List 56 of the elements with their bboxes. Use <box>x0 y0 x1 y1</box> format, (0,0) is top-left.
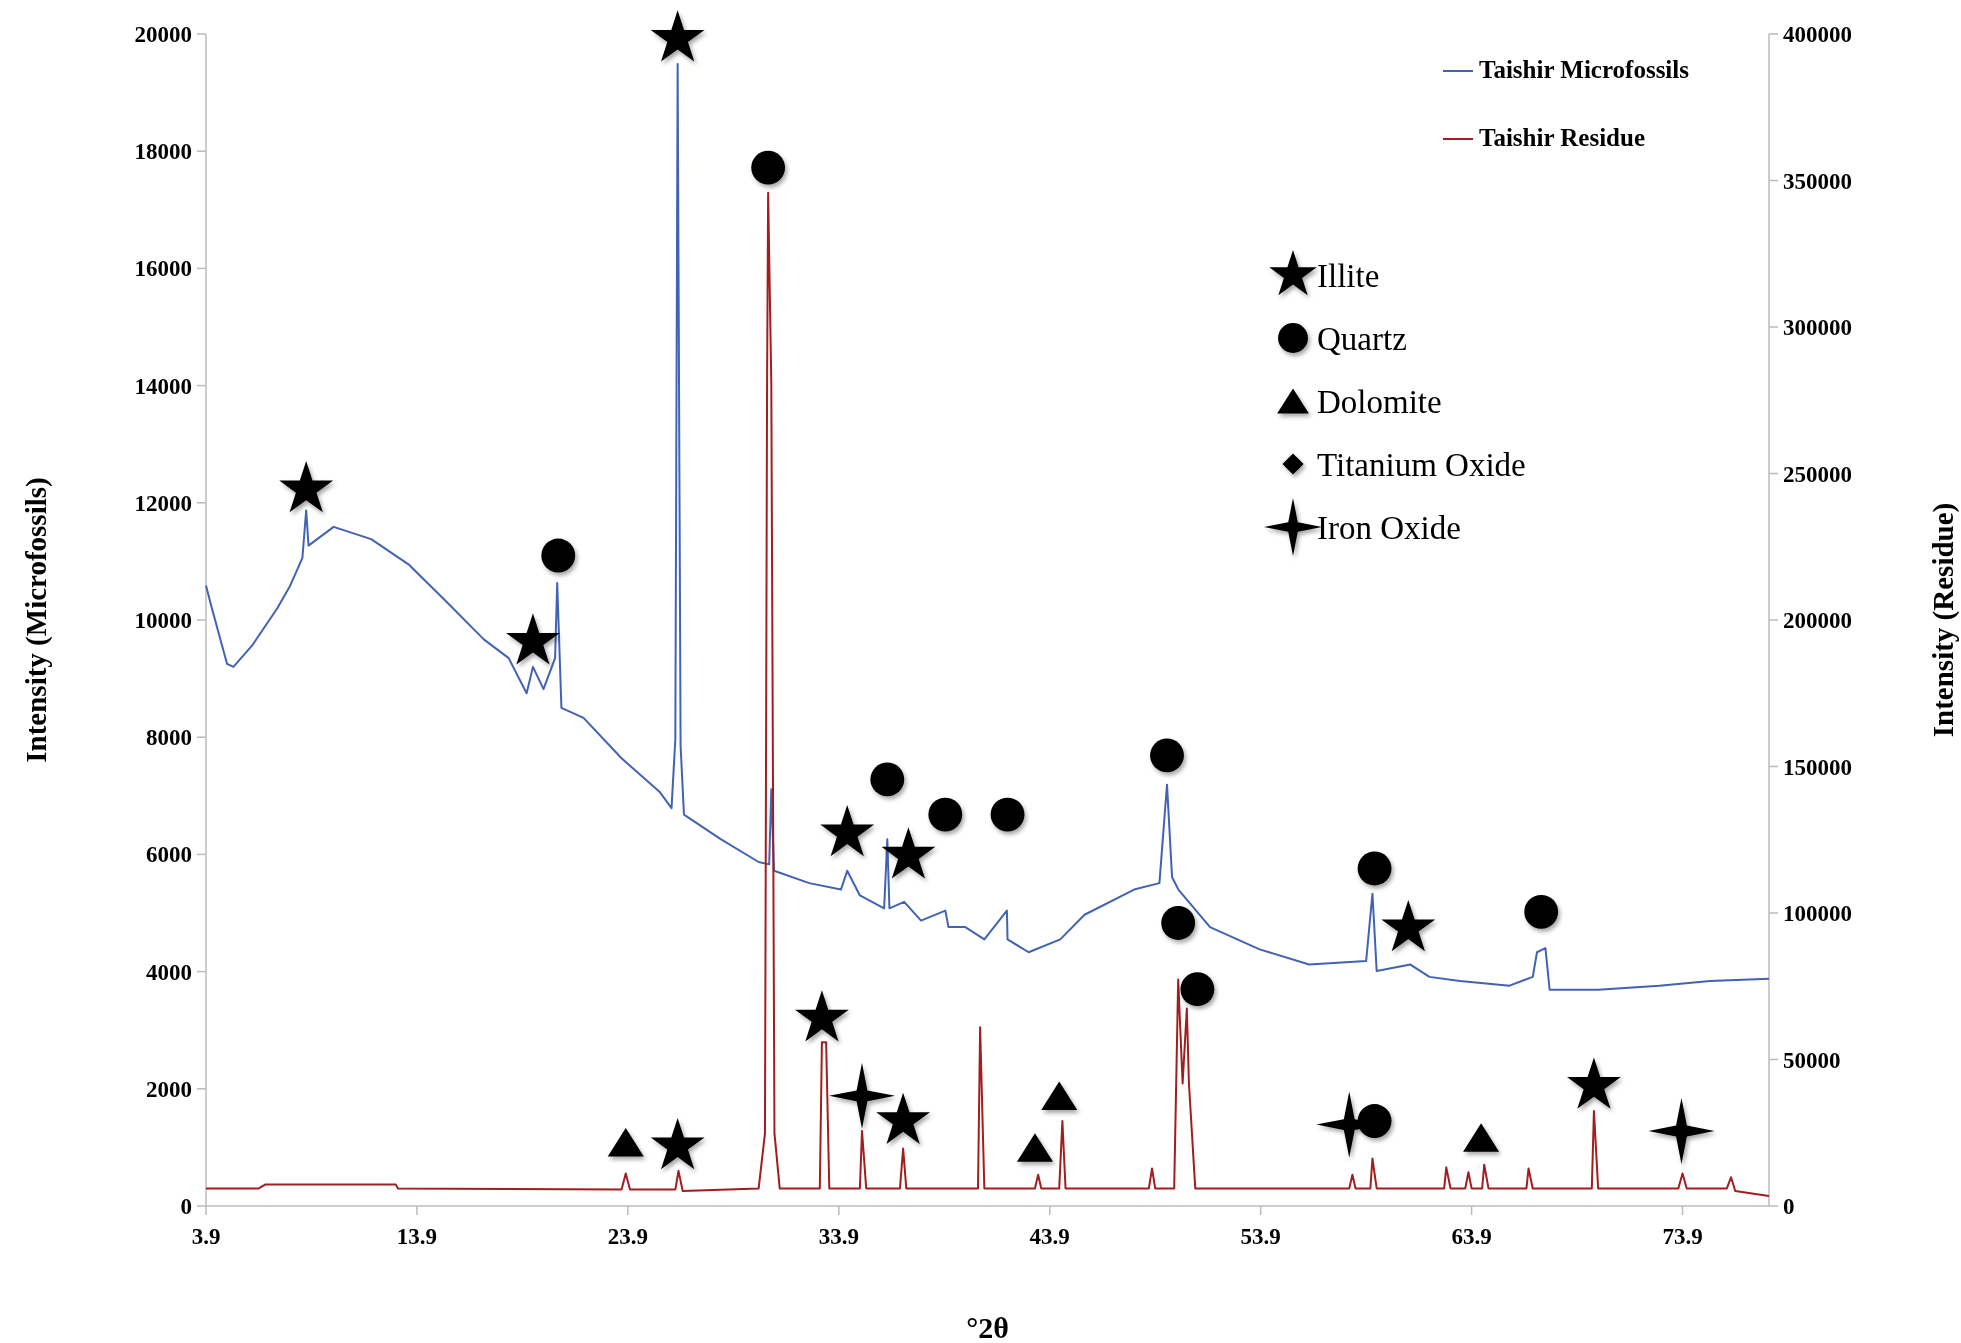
point <box>1161 906 1196 940</box>
y2-tick-label: 200000 <box>1783 608 1852 633</box>
x-axis-title: °2θ <box>966 1311 1009 1343</box>
legend-label: Taishir Microfossils <box>1479 56 1690 83</box>
point <box>870 762 905 797</box>
y-tick-label: 8000 <box>146 725 192 751</box>
legend-label: Taishir Residue <box>1479 124 1646 151</box>
point <box>1357 851 1392 886</box>
point <box>751 150 786 185</box>
y-tick-label: 4000 <box>146 959 192 985</box>
legend-label: Dolomite <box>1317 384 1442 420</box>
y-tick-label: 14000 <box>134 373 192 399</box>
y-tick-label: 6000 <box>146 842 192 868</box>
x-tick-label: 23.9 <box>607 1224 648 1249</box>
x-tick-label: 13.9 <box>396 1224 438 1249</box>
x-tick-label: 3.9 <box>191 1224 221 1249</box>
y-tick-label: 10000 <box>134 608 192 633</box>
y2-tick-label: 100000 <box>1783 901 1852 926</box>
y2-tick-label: 0 <box>1783 1194 1795 1219</box>
x-tick-label: 33.9 <box>818 1224 859 1249</box>
line-series <box>205 191 1770 1198</box>
y-tick-label: 0 <box>180 1194 192 1219</box>
y2-tick-label: 50000 <box>1783 1047 1841 1073</box>
y-tick-label: 12000 <box>134 490 192 516</box>
point <box>541 538 576 573</box>
y-tick-label: 16000 <box>134 256 192 282</box>
point <box>829 1062 895 1129</box>
point <box>990 797 1025 832</box>
point <box>928 797 963 832</box>
point <box>1041 1081 1078 1111</box>
x-tick-label: 43.9 <box>1029 1224 1070 1249</box>
y2-tick-label: 300000 <box>1783 315 1852 340</box>
point <box>1463 1123 1500 1152</box>
legend-label: Illite <box>1317 258 1380 294</box>
legend-label: Iron Oxide <box>1317 510 1461 546</box>
point <box>1524 894 1559 929</box>
y-axis-title: Intensity (Microfossils) <box>20 477 53 763</box>
point <box>1016 1133 1053 1162</box>
y-tick-label: 2000 <box>146 1076 192 1102</box>
y2-tick-label: 350000 <box>1783 168 1852 194</box>
x-tick-label: 53.9 <box>1240 1224 1281 1249</box>
point <box>1648 1097 1715 1164</box>
y-tick-label: 18000 <box>134 139 192 165</box>
y-tick-label: 20000 <box>134 22 192 47</box>
y2-tick-label: 250000 <box>1783 461 1852 487</box>
y2-axis-title: Intensity (Residue) <box>1927 502 1960 738</box>
legend-label: Quartz <box>1317 321 1407 357</box>
y2-tick-label: 400000 <box>1783 22 1852 47</box>
y2-tick-label: 150000 <box>1783 754 1852 780</box>
x-tick-label: 63.9 <box>1451 1224 1492 1249</box>
line-series <box>205 62 1770 991</box>
legend-label: Titanium Oxide <box>1317 447 1526 483</box>
point <box>1180 972 1215 1007</box>
point <box>1150 738 1184 773</box>
point <box>607 1127 644 1157</box>
x-tick-label: 73.9 <box>1662 1224 1703 1249</box>
